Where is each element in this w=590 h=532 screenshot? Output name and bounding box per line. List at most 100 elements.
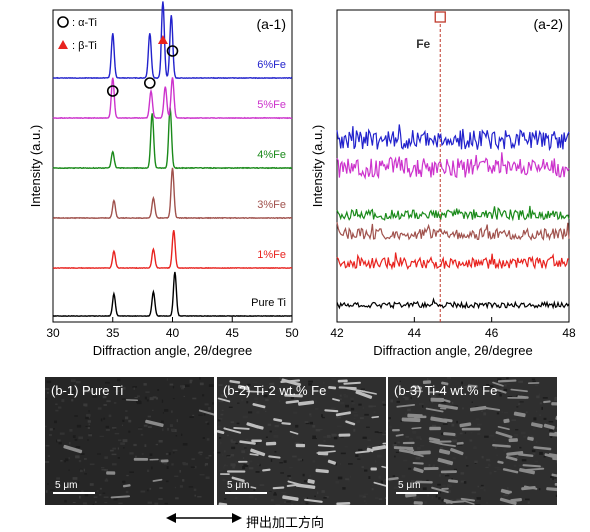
micrograph-texture (133, 387, 135, 390)
micrograph-texture (194, 494, 196, 497)
micrograph-texture (550, 475, 554, 479)
scale-label: 5 μm (398, 480, 421, 491)
micrograph-texture (117, 447, 119, 450)
beta-phase-grain (543, 400, 551, 404)
micrograph-texture (226, 434, 229, 437)
micrograph-texture (74, 438, 78, 441)
beta-phase-grain (217, 429, 225, 434)
micrograph-texture (503, 494, 509, 497)
beta-phase-grain (361, 390, 377, 395)
micrograph-texture (275, 504, 281, 505)
beta-phase-grain (295, 443, 306, 448)
micrograph-texture (483, 488, 486, 492)
micrograph-texture (97, 407, 102, 410)
x-tick-label: 50 (285, 326, 299, 340)
micrograph-texture (475, 504, 481, 505)
micrograph-texture (432, 465, 435, 469)
micrograph-texture (205, 476, 210, 479)
micrograph-texture (243, 464, 249, 467)
micrograph-texture (555, 494, 557, 497)
micrograph-texture (69, 442, 71, 445)
micrograph-texture (465, 456, 468, 459)
micrograph-texture (364, 469, 368, 472)
micrograph-texture (279, 462, 283, 464)
micrograph-texture (105, 429, 110, 431)
micrograph-texture (392, 444, 397, 447)
micrograph-texture (340, 452, 346, 455)
beta-phase-grain (345, 420, 356, 426)
micrograph-texture (353, 414, 359, 417)
beta-phase-grain (533, 446, 552, 451)
micrograph-texture (344, 395, 348, 398)
micrograph-texture (45, 490, 48, 493)
beta-phase-grain (122, 484, 131, 488)
micrograph-texture (337, 476, 343, 480)
micrograph-texture (154, 502, 159, 505)
micrograph-texture (482, 387, 484, 391)
micrograph-texture (92, 395, 98, 398)
micrograph-texture (182, 479, 185, 482)
micrograph-texture (501, 411, 504, 413)
micrograph-texture (364, 413, 369, 416)
beta-phase-grain (355, 390, 373, 399)
micrograph-texture (263, 394, 268, 398)
micrograph-texture (247, 383, 251, 386)
beta-phase-grain (504, 490, 512, 494)
beta-phase-grain (249, 453, 259, 456)
micrograph-texture (468, 407, 470, 409)
micrograph-texture (147, 469, 150, 472)
micrograph-texture (164, 502, 168, 505)
micrograph-texture (481, 486, 485, 489)
micrograph-texture (471, 401, 473, 403)
micrograph-texture (389, 425, 392, 429)
micrograph-texture (198, 414, 203, 416)
micrograph-texture (361, 466, 364, 469)
micrograph-texture (536, 441, 538, 444)
micrograph-texture (475, 418, 480, 420)
micrograph-texture (503, 454, 505, 456)
micrograph-texture (448, 490, 451, 493)
beta-phase-grain (149, 458, 159, 461)
micrograph-texture (308, 380, 313, 383)
beta-phase-grain (544, 453, 557, 459)
micrograph-texture (525, 498, 530, 501)
micrograph-texture (543, 417, 547, 420)
micrograph-texture (268, 388, 271, 391)
micrograph-texture (407, 408, 411, 412)
micrograph-texture (331, 433, 337, 437)
micrograph-texture (49, 428, 53, 431)
micrograph-texture (359, 417, 364, 420)
micrograph-texture (99, 487, 102, 490)
micrograph-texture (241, 398, 244, 402)
micrograph-texture (533, 417, 537, 421)
micrograph-texture (64, 459, 66, 463)
micrograph-texture (242, 466, 246, 470)
micrograph-texture (345, 404, 349, 408)
beta-phase-grain (495, 431, 513, 439)
micrograph-texture (498, 390, 501, 394)
micrograph-texture (431, 496, 434, 499)
micrograph-texture (371, 488, 374, 491)
panel-label: (a-1) (256, 16, 286, 32)
x-axis-label: Diffraction angle, 2θ/degree (373, 343, 532, 358)
micrograph-texture (340, 401, 345, 405)
micrograph-texture (554, 396, 557, 400)
micrograph-texture (532, 453, 536, 455)
micrograph-texture (205, 421, 209, 424)
beta-phase-grain (217, 397, 231, 403)
micrograph-texture (461, 387, 464, 391)
micrograph-texture (516, 406, 519, 408)
micrograph-texture (86, 389, 92, 393)
micrograph-texture (133, 443, 137, 447)
micrograph-texture (497, 468, 502, 470)
micrograph-texture (525, 411, 528, 414)
series-label: 4%Fe (257, 149, 286, 161)
micrograph-texture (343, 394, 346, 397)
beta-phase-grain (355, 450, 371, 454)
beta-phase-grain (497, 425, 510, 431)
micrograph-texture (169, 383, 174, 386)
micrograph-texture (98, 494, 102, 496)
micrograph-texture (218, 400, 224, 403)
micrograph-texture (382, 434, 386, 436)
xrd-series-line (336, 252, 570, 271)
